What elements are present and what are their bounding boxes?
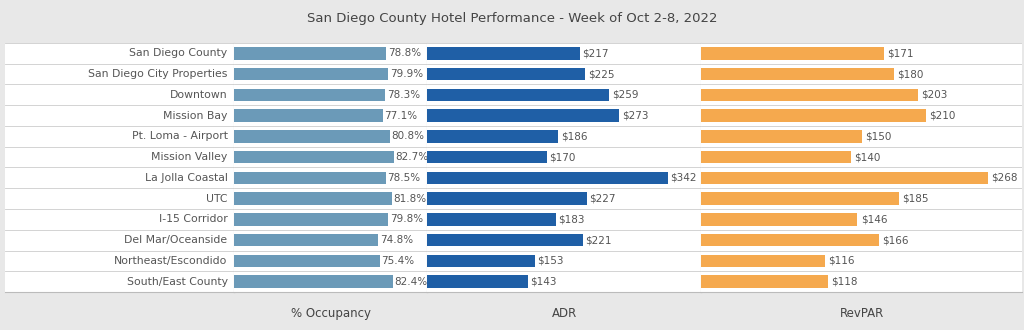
Text: % Occupancy: % Occupancy — [291, 307, 371, 320]
Text: $273: $273 — [622, 111, 648, 120]
Text: $203: $203 — [922, 90, 948, 100]
Text: $183: $183 — [559, 214, 585, 224]
Text: $259: $259 — [612, 90, 639, 100]
Text: 80.8%: 80.8% — [391, 131, 425, 141]
Bar — [701, 47, 884, 59]
Bar — [234, 68, 388, 80]
Text: $170: $170 — [550, 152, 575, 162]
Bar — [427, 234, 583, 247]
Bar — [701, 130, 862, 143]
Text: $146: $146 — [860, 214, 887, 224]
Bar — [427, 255, 535, 267]
Bar — [427, 276, 527, 288]
Bar — [701, 234, 879, 247]
Text: $116: $116 — [828, 256, 855, 266]
Text: Mission Bay: Mission Bay — [163, 111, 227, 120]
Bar — [701, 172, 988, 184]
Text: La Jolla Coastal: La Jolla Coastal — [144, 173, 227, 183]
Bar — [427, 213, 556, 226]
Text: $210: $210 — [929, 111, 955, 120]
Bar — [427, 47, 580, 59]
Text: $342: $342 — [671, 173, 697, 183]
Bar — [234, 130, 390, 143]
Text: $217: $217 — [583, 48, 609, 58]
Bar — [427, 192, 587, 205]
Text: 82.7%: 82.7% — [395, 152, 428, 162]
Text: $186: $186 — [561, 131, 587, 141]
Bar — [701, 151, 851, 163]
Text: Northeast/Escondido: Northeast/Escondido — [115, 256, 227, 266]
Text: $185: $185 — [902, 194, 929, 204]
Text: $227: $227 — [590, 194, 616, 204]
Text: Pt. Loma - Airport: Pt. Loma - Airport — [132, 131, 227, 141]
Bar — [427, 68, 586, 80]
Bar — [427, 88, 609, 101]
Text: Mission Valley: Mission Valley — [152, 152, 227, 162]
Text: I-15 Corridor: I-15 Corridor — [159, 214, 227, 224]
Bar — [427, 151, 547, 163]
Text: $221: $221 — [586, 235, 611, 245]
Text: 81.8%: 81.8% — [393, 194, 427, 204]
Text: San Diego County Hotel Performance - Week of Oct 2-8, 2022: San Diego County Hotel Performance - Wee… — [307, 12, 717, 24]
Text: $180: $180 — [897, 69, 924, 79]
Bar — [234, 151, 393, 163]
Bar — [701, 68, 894, 80]
Text: $268: $268 — [991, 173, 1018, 183]
Text: $225: $225 — [588, 69, 614, 79]
Text: 78.3%: 78.3% — [387, 90, 420, 100]
Text: $143: $143 — [530, 277, 557, 287]
Text: $150: $150 — [865, 131, 891, 141]
Text: 78.5%: 78.5% — [387, 173, 420, 183]
Bar — [427, 130, 558, 143]
Bar — [234, 172, 386, 184]
Text: RevPAR: RevPAR — [840, 307, 884, 320]
Bar — [701, 109, 926, 122]
Bar — [234, 109, 383, 122]
Text: 78.8%: 78.8% — [388, 48, 421, 58]
Text: 79.8%: 79.8% — [390, 214, 423, 224]
Text: ADR: ADR — [552, 307, 577, 320]
Text: $171: $171 — [888, 48, 913, 58]
Text: $153: $153 — [538, 256, 564, 266]
Bar — [701, 255, 825, 267]
Bar — [427, 109, 620, 122]
Bar — [234, 88, 385, 101]
Text: Downtown: Downtown — [170, 90, 227, 100]
Bar — [234, 255, 380, 267]
Bar — [234, 192, 392, 205]
Bar — [234, 47, 386, 59]
Text: South/East County: South/East County — [127, 277, 227, 287]
Text: San Diego City Properties: San Diego City Properties — [88, 69, 227, 79]
Bar — [234, 276, 393, 288]
Text: 79.9%: 79.9% — [390, 69, 423, 79]
Bar — [234, 234, 379, 247]
Text: UTC: UTC — [206, 194, 227, 204]
Text: $118: $118 — [830, 277, 857, 287]
Text: $140: $140 — [854, 152, 881, 162]
Text: 75.4%: 75.4% — [381, 256, 415, 266]
Text: 77.1%: 77.1% — [384, 111, 418, 120]
Bar — [701, 192, 899, 205]
Text: Del Mar/Oceanside: Del Mar/Oceanside — [125, 235, 227, 245]
Text: $166: $166 — [882, 235, 908, 245]
Bar — [701, 276, 827, 288]
Text: San Diego County: San Diego County — [129, 48, 227, 58]
Text: 82.4%: 82.4% — [394, 277, 428, 287]
Text: 74.8%: 74.8% — [380, 235, 413, 245]
Bar — [701, 213, 857, 226]
Bar — [234, 213, 388, 226]
Bar — [427, 172, 668, 184]
Bar — [701, 88, 919, 101]
